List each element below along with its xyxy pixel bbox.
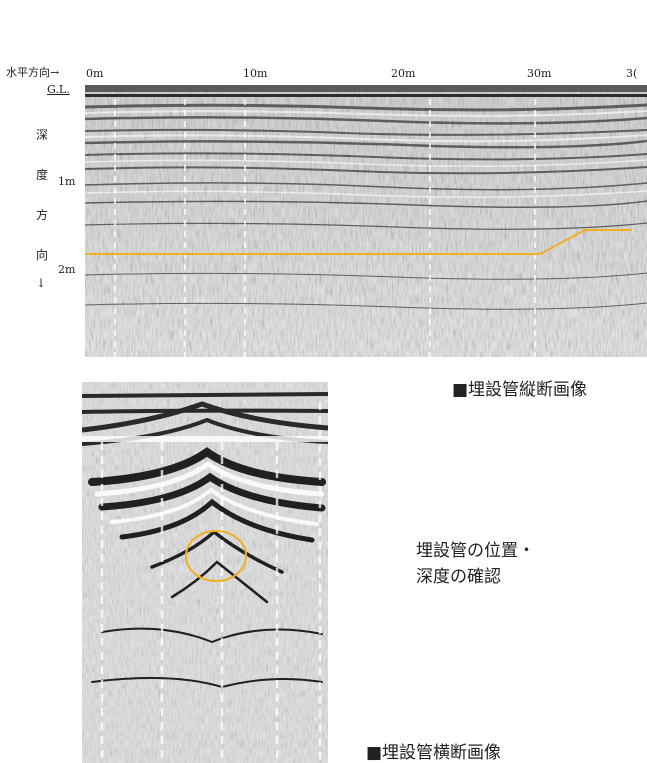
transverse-radar-image	[82, 382, 328, 763]
vertical-label-char: 向	[36, 248, 49, 262]
vertical-label-char: 深	[36, 128, 49, 142]
longitudinal-radar-panel: 水平方向→ 0m 10m 20m 30m 3( G.L. 1m 2m 深 度 方…	[0, 0, 647, 360]
pipe-trace-line	[85, 229, 632, 255]
distance-tick: 3(	[626, 67, 638, 80]
vertical-label-char: ↓	[36, 276, 47, 290]
ground-level-label: G.L.	[47, 83, 70, 96]
pipe-location-circle	[185, 530, 247, 582]
longitudinal-caption: ■埋設管縦断画像	[452, 380, 588, 400]
note-line-1: 埋設管の位置・	[416, 541, 535, 561]
vertical-label-char: 方	[36, 208, 49, 222]
distance-tick: 30m	[527, 67, 552, 80]
note-text: 埋設管の位置・ 深度の確認	[416, 538, 535, 590]
horizontal-direction-label: 水平方向→	[6, 66, 60, 79]
depth-tick: 1m	[58, 175, 76, 188]
distance-tick: 10m	[243, 67, 268, 80]
vertical-label-char: 度	[36, 168, 49, 182]
depth-tick: 2m	[58, 263, 76, 276]
transverse-caption: ■埋設管横断画像	[366, 743, 502, 763]
distance-tick: 20m	[391, 67, 416, 80]
distance-tick: 0m	[86, 67, 104, 80]
note-line-2: 深度の確認	[416, 567, 501, 587]
longitudinal-radar-image	[85, 85, 647, 357]
